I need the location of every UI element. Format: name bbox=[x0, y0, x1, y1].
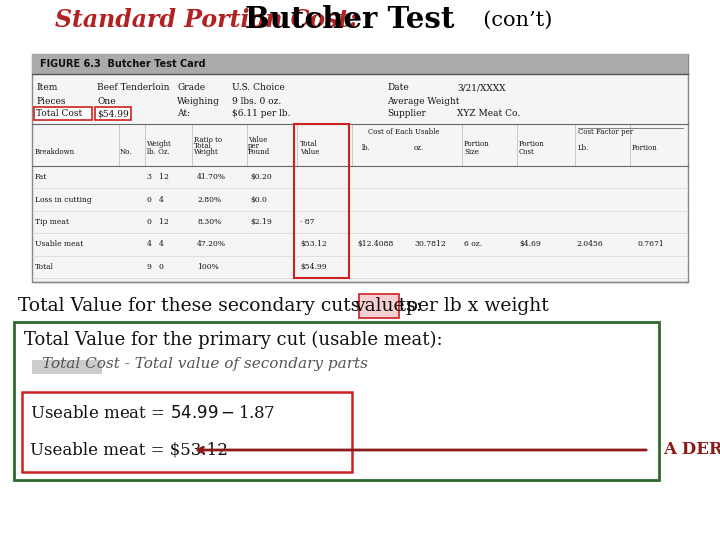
Text: 2.80%: 2.80% bbox=[197, 195, 221, 204]
Text: lb.: lb. bbox=[362, 144, 371, 152]
Text: Total: Total bbox=[194, 142, 212, 150]
Text: Cost: Cost bbox=[519, 148, 535, 156]
Text: 41.70%: 41.70% bbox=[197, 173, 226, 181]
Bar bbox=[22, 392, 352, 472]
Text: At:: At: bbox=[177, 110, 190, 118]
Text: 0   12: 0 12 bbox=[147, 218, 168, 226]
Text: 3/21/XXXX: 3/21/XXXX bbox=[457, 84, 505, 92]
Text: 47.20%: 47.20% bbox=[197, 240, 226, 248]
Text: 6 oz.: 6 oz. bbox=[464, 240, 482, 248]
Text: Supplier: Supplier bbox=[387, 110, 426, 118]
Text: Grade: Grade bbox=[177, 84, 205, 92]
Bar bbox=[95, 107, 131, 120]
Text: Total Value for these secondary cuts/parts:: Total Value for these secondary cuts/par… bbox=[18, 297, 422, 315]
Text: lb. Oz.: lb. Oz. bbox=[147, 148, 170, 156]
Text: Breakdown: Breakdown bbox=[35, 148, 75, 156]
Text: 100%: 100% bbox=[197, 263, 219, 271]
Text: Butcher Test: Butcher Test bbox=[245, 5, 454, 35]
Text: No.: No. bbox=[120, 148, 132, 156]
Text: $2.19: $2.19 bbox=[250, 218, 271, 226]
Text: · 87: · 87 bbox=[300, 218, 315, 226]
Text: A DERIVED #: A DERIVED # bbox=[663, 442, 720, 458]
Text: Portion: Portion bbox=[632, 144, 658, 152]
Text: Total Cost: Total Cost bbox=[36, 110, 82, 118]
Text: $54.99: $54.99 bbox=[300, 263, 327, 271]
Text: Usable meat: Usable meat bbox=[35, 240, 84, 248]
Bar bbox=[32, 54, 688, 282]
Bar bbox=[294, 124, 349, 278]
Text: Standard Portion Cost:: Standard Portion Cost: bbox=[55, 8, 366, 32]
FancyBboxPatch shape bbox=[359, 294, 399, 318]
Text: 9   0: 9 0 bbox=[147, 263, 164, 271]
Text: XYZ Meat Co.: XYZ Meat Co. bbox=[457, 110, 521, 118]
Text: U.S. Choice: U.S. Choice bbox=[232, 84, 284, 92]
Bar bbox=[14, 322, 659, 480]
Text: $0.20: $0.20 bbox=[250, 173, 271, 181]
Text: 3   12: 3 12 bbox=[147, 173, 169, 181]
Text: Weighing: Weighing bbox=[177, 97, 220, 105]
Text: $4.69: $4.69 bbox=[519, 240, 541, 248]
Text: Tip meat: Tip meat bbox=[35, 218, 69, 226]
Text: $53.12: $53.12 bbox=[300, 240, 327, 248]
Text: Total Cost - Total value of secondary parts: Total Cost - Total value of secondary pa… bbox=[42, 357, 368, 371]
Text: Useable meat = $54.99 - $1.87: Useable meat = $54.99 - $1.87 bbox=[30, 406, 275, 422]
Text: 2.0456: 2.0456 bbox=[576, 240, 603, 248]
Text: Portion: Portion bbox=[464, 140, 490, 148]
Text: per: per bbox=[248, 142, 260, 150]
Text: per lb x weight: per lb x weight bbox=[400, 297, 549, 315]
Text: oz.: oz. bbox=[414, 144, 424, 152]
Text: 4   4: 4 4 bbox=[147, 240, 164, 248]
Bar bbox=[32, 360, 102, 374]
Text: Item: Item bbox=[36, 84, 58, 92]
Text: Weight: Weight bbox=[147, 140, 172, 148]
Text: (con’t): (con’t) bbox=[470, 10, 552, 30]
Text: 8.30%: 8.30% bbox=[197, 218, 221, 226]
Text: Cost Factor per: Cost Factor per bbox=[578, 128, 633, 136]
Text: Useable meat = $53.12: Useable meat = $53.12 bbox=[30, 442, 228, 458]
Text: Value: Value bbox=[300, 148, 320, 156]
Bar bbox=[34, 107, 92, 120]
Text: Total: Total bbox=[35, 263, 54, 271]
Text: 0   4: 0 4 bbox=[147, 195, 164, 204]
Text: 9 lbs. 0 oz.: 9 lbs. 0 oz. bbox=[232, 97, 282, 105]
Text: $0.0: $0.0 bbox=[250, 195, 267, 204]
Text: $54.99: $54.99 bbox=[97, 110, 129, 118]
Text: FIGURE 6.3  Butcher Test Card: FIGURE 6.3 Butcher Test Card bbox=[40, 59, 206, 69]
Text: Cost of Each Usable: Cost of Each Usable bbox=[368, 128, 439, 136]
Bar bbox=[32, 54, 688, 74]
Text: $6.11 per lb.: $6.11 per lb. bbox=[232, 110, 290, 118]
Text: Portion: Portion bbox=[519, 140, 545, 148]
Text: Size: Size bbox=[464, 148, 479, 156]
Text: Loss in cutting: Loss in cutting bbox=[35, 195, 91, 204]
Text: Average Weight: Average Weight bbox=[387, 97, 459, 105]
Text: Pieces: Pieces bbox=[36, 97, 66, 105]
Text: 0.7671: 0.7671 bbox=[637, 240, 664, 248]
Text: Total: Total bbox=[300, 140, 318, 148]
Text: Value: Value bbox=[248, 136, 267, 144]
Text: value: value bbox=[354, 297, 404, 315]
Text: Total Value for the primary cut (usable meat):: Total Value for the primary cut (usable … bbox=[24, 331, 443, 349]
Text: Date: Date bbox=[387, 84, 409, 92]
Text: Beef Tenderloin: Beef Tenderloin bbox=[97, 84, 169, 92]
Text: Weight: Weight bbox=[194, 148, 219, 156]
Text: $12.4088: $12.4088 bbox=[357, 240, 393, 248]
Text: Pound: Pound bbox=[248, 148, 270, 156]
Text: 30.7812: 30.7812 bbox=[414, 240, 446, 248]
Text: One: One bbox=[97, 97, 116, 105]
Text: Fat: Fat bbox=[35, 173, 48, 181]
Text: Lb.: Lb. bbox=[578, 144, 590, 152]
Text: Ratio to: Ratio to bbox=[194, 136, 222, 144]
